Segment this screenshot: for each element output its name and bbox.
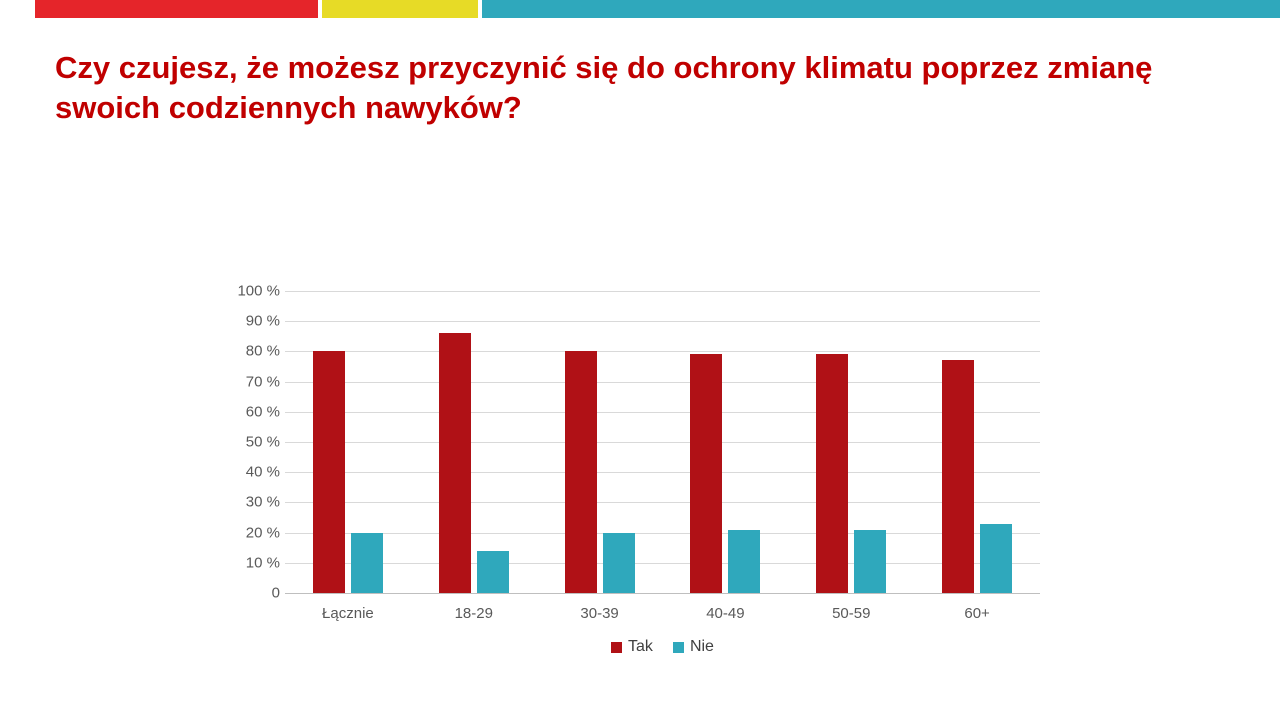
- gridline: [285, 411, 1040, 413]
- legend-item-tak: Tak: [611, 638, 653, 656]
- x-tick-label: Łącznie: [322, 605, 374, 622]
- page-title: Czy czujesz, że możesz przyczynić się do…: [55, 50, 1153, 126]
- x-tick-label: 40-49: [706, 605, 745, 622]
- gridline: [285, 381, 1040, 383]
- bar-tak: [312, 351, 345, 593]
- legend-swatch-tak: [611, 641, 623, 653]
- y-tick-label: 50 %: [245, 433, 280, 451]
- bar-nie: [476, 550, 509, 593]
- x-axis-baseline: [285, 593, 1040, 594]
- x-tick-label: 30-39: [580, 605, 619, 622]
- gridline: [285, 472, 1040, 474]
- y-tick-label: 0: [271, 584, 280, 602]
- bar-tak: [942, 360, 975, 593]
- y-tick-label: 40 %: [245, 463, 280, 481]
- legend-label: Nie: [689, 638, 714, 655]
- y-tick-label: 100 %: [237, 282, 280, 300]
- y-tick-label: 10 %: [245, 554, 280, 572]
- legend-item-nie: Nie: [672, 638, 714, 656]
- x-axis: Łącznie 18-29 30-39 40-49 50-59 60+: [285, 593, 1040, 623]
- gridline: [285, 442, 1040, 443]
- y-tick-label: 20 %: [245, 524, 280, 542]
- chart-legend: Tak Nie: [285, 638, 1040, 656]
- gridline: [285, 502, 1040, 504]
- bar-tak: [438, 333, 471, 593]
- x-tick-label: 60+: [964, 605, 990, 622]
- y-tick-label: 30 %: [245, 493, 280, 511]
- top-accent-strip: [0, 0, 1280, 18]
- y-tick-label: 70 %: [245, 373, 280, 391]
- plot-area: [285, 291, 1040, 594]
- accent-strip-yellow-segment: [322, 0, 478, 18]
- bar-tak: [564, 351, 597, 593]
- gridline: [285, 351, 1040, 353]
- y-axis: 0 10 % 20 % 30 % 40 % 50 % 60 % 70 % 80 % 90 % 100…: [200, 283, 280, 602]
- bar-nie: [350, 532, 383, 593]
- y-tick-label: 60 %: [245, 403, 280, 421]
- bar-nie: [980, 523, 1013, 593]
- gridline: [285, 562, 1040, 564]
- bar-tak: [816, 354, 849, 593]
- y-tick-label: 90 %: [245, 312, 280, 330]
- bar-nie: [602, 532, 635, 593]
- bar-nie: [854, 529, 887, 593]
- legend-label: Tak: [628, 638, 653, 655]
- y-tick-label: 80 %: [245, 342, 280, 360]
- gridline: [285, 532, 1040, 534]
- accent-strip-teal-segment: [482, 0, 1280, 18]
- gridline: [285, 321, 1040, 323]
- legend-swatch-nie: [672, 641, 684, 653]
- gridline: [285, 291, 1040, 292]
- bar-tak: [690, 354, 723, 593]
- x-tick-label: 50-59: [832, 605, 871, 622]
- x-tick-label: 18-29: [454, 605, 493, 622]
- accent-strip-red-segment: [35, 0, 318, 18]
- bar-nie: [728, 529, 761, 593]
